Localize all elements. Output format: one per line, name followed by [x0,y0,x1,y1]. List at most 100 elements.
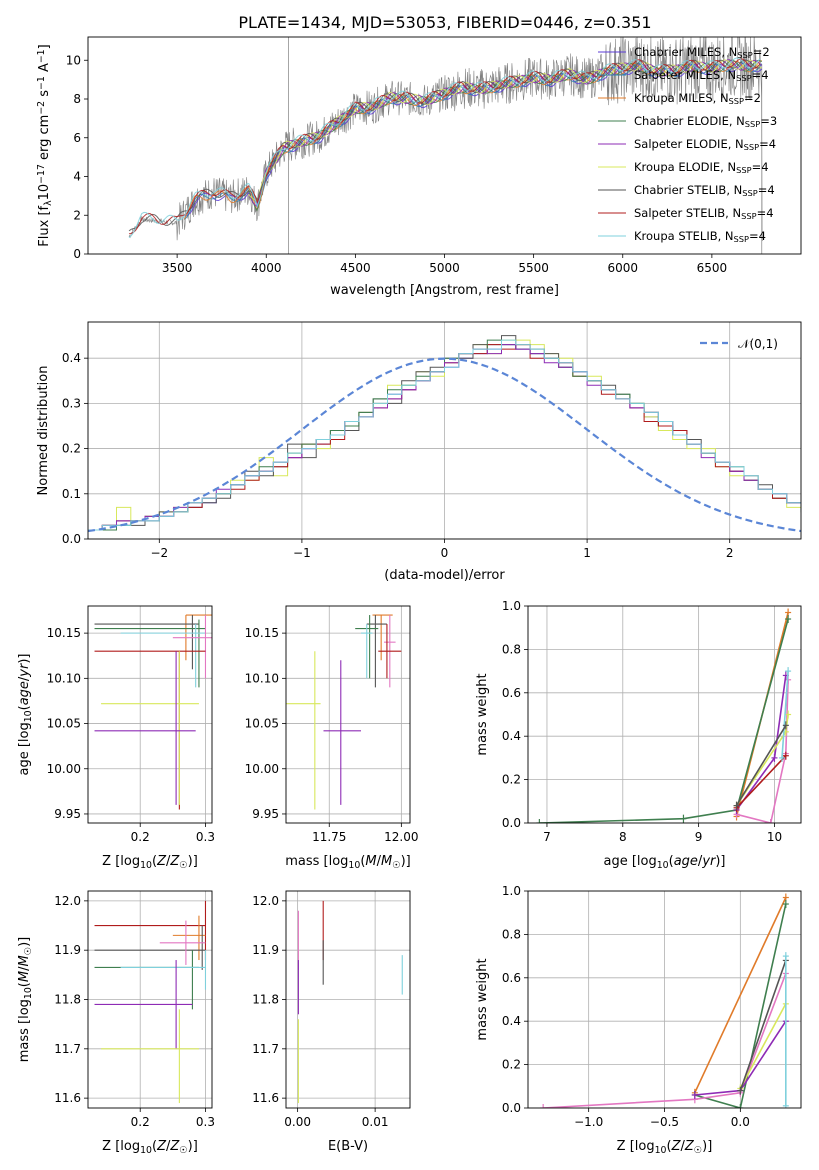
axes-frame [527,890,802,1109]
y-tick-label: 0.4 [62,351,81,365]
plot-area [528,891,801,1108]
y-tick-label: 0.8 [502,927,521,941]
y-tick-label: 11.7 [252,1042,279,1056]
histogram-step-line [88,344,801,531]
y-tick-label: 11.9 [252,943,279,957]
plot-area [286,606,410,823]
x-axis-label: wavelength [Angstrom, rest frame] [330,283,559,298]
x-tick-label: 7 [543,830,551,844]
y-tick-label: 8 [73,92,81,106]
plot-area [128,37,763,254]
mass-weight-line [781,671,789,758]
mass-weight-line [539,618,789,823]
panel-mass_weight_vs_Z: −1.0 −0.5 0.0 0.0 0.2 0.4 0.6 0.8 1.0 Z [log10(Z/… [475,884,802,1156]
x-axis-label: Z [log10(Z/Z☉)] [102,1139,198,1156]
panel-mass_vs_ebv: 0.00 0.01 11.6 11.7 11.8 11.9 12.0 E(B-V) [252,890,411,1154]
x-tick-label: 6500 [697,261,728,275]
normal-curve [88,357,801,533]
y-tick-label: 0.2 [502,773,521,787]
x-tick-label: 6000 [607,261,638,275]
plot-area [88,606,212,823]
y-tick-label: 1.0 [502,599,521,613]
y-tick-label: 10.05 [47,717,81,731]
legend-entry: Kroupa STELIB, NSSP=4 [634,229,766,244]
y-tick-label: 0.4 [502,1014,521,1028]
panel-residuals: −2 −1 0 1 2 0.0 0.1 0.2 0.3 0.4 𝒩(0,1) (data-model)… [36,321,802,583]
x-tick-label: −0.5 [650,1115,679,1129]
x-tick-label: 1 [583,546,591,560]
y-tick-label: 0.0 [502,1101,521,1115]
mass-weight-line [735,724,787,807]
histogram-step-line [88,335,801,531]
x-tick-label: 10 [767,830,782,844]
y-tick-label: 2 [73,208,81,222]
y-tick-label: 11.6 [54,1091,81,1105]
x-axis-label: E(B-V) [328,1139,368,1154]
x-tick-label: 0.00 [284,1115,311,1129]
y-tick-label: 10.15 [245,626,279,640]
x-tick-label: 0.2 [131,1115,150,1129]
y-tick-label: 0.3 [62,396,81,410]
axes-frame [87,36,802,255]
y-tick-label: 10.10 [47,671,81,685]
x-tick-label: 5500 [518,261,549,275]
axes-frame [87,605,213,824]
spectrum-model-line [128,58,761,235]
y-axis-label: mass weight [475,673,490,755]
mass-weight-line [739,960,787,1091]
y-axis-label: mass [log10(M/M☉)] [17,937,34,1063]
y-tick-label: 0.2 [502,1058,521,1072]
y-axis-label: age [log10(age/yr)] [17,653,34,775]
panel-spectrum: 3500 4000 4500 5000 5500 6000 6500 0 2 4 6 8 10 wavel… [36,36,802,298]
panel-mass_weight_vs_age: 7 8 9 10 0.0 0.2 0.4 0.6 0.8 1.0 age [log10(age/yr… [475,599,802,871]
x-tick-label: 0.2 [131,830,150,844]
x-tick-label: 11.75 [312,830,346,844]
y-tick-label: 0.1 [62,487,81,501]
legend-entry: Salpeter STELIB, NSSP=4 [634,206,774,221]
spectrum-data-line [128,37,763,242]
y-tick-label: 0.0 [62,532,81,546]
mass-weight-line [736,679,789,823]
y-tick-label: 9.95 [54,807,81,821]
y-tick-label: 1.0 [502,884,521,898]
plot-area [528,606,801,823]
y-tick-label: 0.2 [62,442,81,456]
x-axis-label: mass [log10(M/M☉)] [285,854,411,871]
y-axis-label: mass weight [475,958,490,1040]
y-tick-label: 0.6 [502,686,521,700]
mass-weight-line [543,973,787,1108]
y-tick-label: 10.15 [47,626,81,640]
y-axis-label: Flux [fλ10−17 erg cm−2 s−1 A−1] [36,44,53,246]
x-tick-label: 9 [695,830,703,844]
x-tick-label: 4000 [251,261,282,275]
legend-entry: Chabrier STELIB, NSSP=4 [634,183,775,198]
y-tick-label: 11.9 [54,943,81,957]
y-tick-label: 9.95 [252,807,279,821]
x-axis-label: Z [log10(Z/Z☉)] [102,854,198,871]
y-tick-label: 12.0 [252,894,279,908]
x-tick-label: −1 [293,546,311,560]
figure-title: PLATE=1434, MJD=53053, FIBERID=0446, z=0… [238,13,651,32]
panel-mass_vs_Z: 0.2 0.3 11.6 11.7 11.8 11.9 12.0 Z [log10(Z/Z☉)… [17,890,215,1156]
histogram-step-line [88,344,801,531]
x-tick-label: 0.0 [731,1115,750,1129]
x-tick-label: 0.3 [196,830,215,844]
y-tick-label: 0 [73,247,81,261]
y-tick-label: 11.6 [252,1091,279,1105]
x-tick-label: 0 [441,546,449,560]
x-tick-label: 0.01 [362,1115,389,1129]
mass-weight-line [739,1003,787,1089]
y-tick-label: 11.8 [252,993,279,1007]
spectrum-model-line [247,59,763,212]
axes-frame [527,605,802,824]
histogram-step-line [88,339,801,531]
histogram-step-line [88,339,801,531]
legend-entry: Salpeter MILES, NSSP=4 [634,68,769,83]
histogram-step-line [88,339,801,531]
mass-weight-line [694,897,787,1094]
x-tick-label: 2 [726,546,734,560]
legend-normal-label: 𝒩(0,1) [738,337,778,351]
x-tick-label: −1.0 [574,1115,603,1129]
histogram-step-line [88,344,801,531]
x-tick-label: 8 [619,830,627,844]
